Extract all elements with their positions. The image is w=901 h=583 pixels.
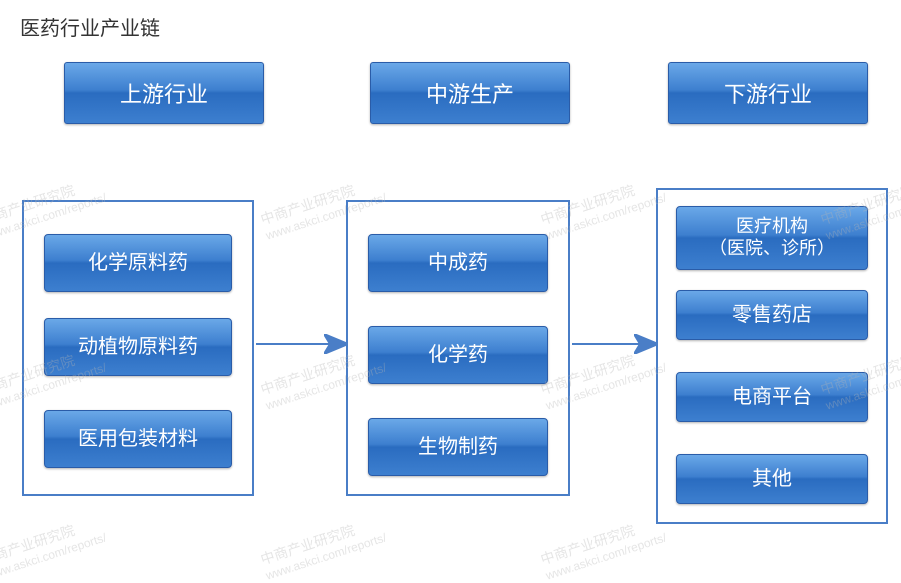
item-label: 动植物原料药 xyxy=(78,335,198,359)
item-label: 医疗机构（医院、诊所） xyxy=(709,216,835,259)
item-label: 生物制药 xyxy=(418,435,498,459)
item-label: 其他 xyxy=(752,467,792,491)
watermark: 中商产业研究院www.askci.com/reports/ xyxy=(538,511,668,582)
header-downstream-label: 下游行业 xyxy=(724,77,812,109)
item-chem-drug: 化学药 xyxy=(368,326,548,384)
item-other: 其他 xyxy=(676,454,868,504)
item-biopharma: 生物制药 xyxy=(368,418,548,476)
header-downstream: 下游行业 xyxy=(668,62,868,124)
watermark: 中商产业研究院www.askci.com/reports/ xyxy=(258,511,388,582)
header-midstream: 中游生产 xyxy=(370,62,570,124)
item-tcm: 中成药 xyxy=(368,234,548,292)
item-label: 电商平台 xyxy=(732,385,812,409)
header-upstream-label: 上游行业 xyxy=(120,77,208,109)
item-chem-raw: 化学原料药 xyxy=(44,234,232,292)
header-midstream-label: 中游生产 xyxy=(426,77,514,109)
item-label: 医用包装材料 xyxy=(78,427,198,451)
watermark: 中商产业研究院www.askci.com/reports/ xyxy=(0,511,108,582)
item-retail-pharmacy: 零售药店 xyxy=(676,290,868,340)
item-label: 化学药 xyxy=(428,343,488,367)
header-upstream: 上游行业 xyxy=(64,62,264,124)
item-bio-raw: 动植物原料药 xyxy=(44,318,232,376)
item-packaging: 医用包装材料 xyxy=(44,410,232,468)
item-medical-inst: 医疗机构（医院、诊所） xyxy=(676,206,868,270)
page-title: 医药行业产业链 xyxy=(20,12,160,41)
item-label: 中成药 xyxy=(428,251,488,275)
item-label: 零售药店 xyxy=(732,303,812,327)
item-ecommerce: 电商平台 xyxy=(676,372,868,422)
item-label: 化学原料药 xyxy=(88,251,188,275)
